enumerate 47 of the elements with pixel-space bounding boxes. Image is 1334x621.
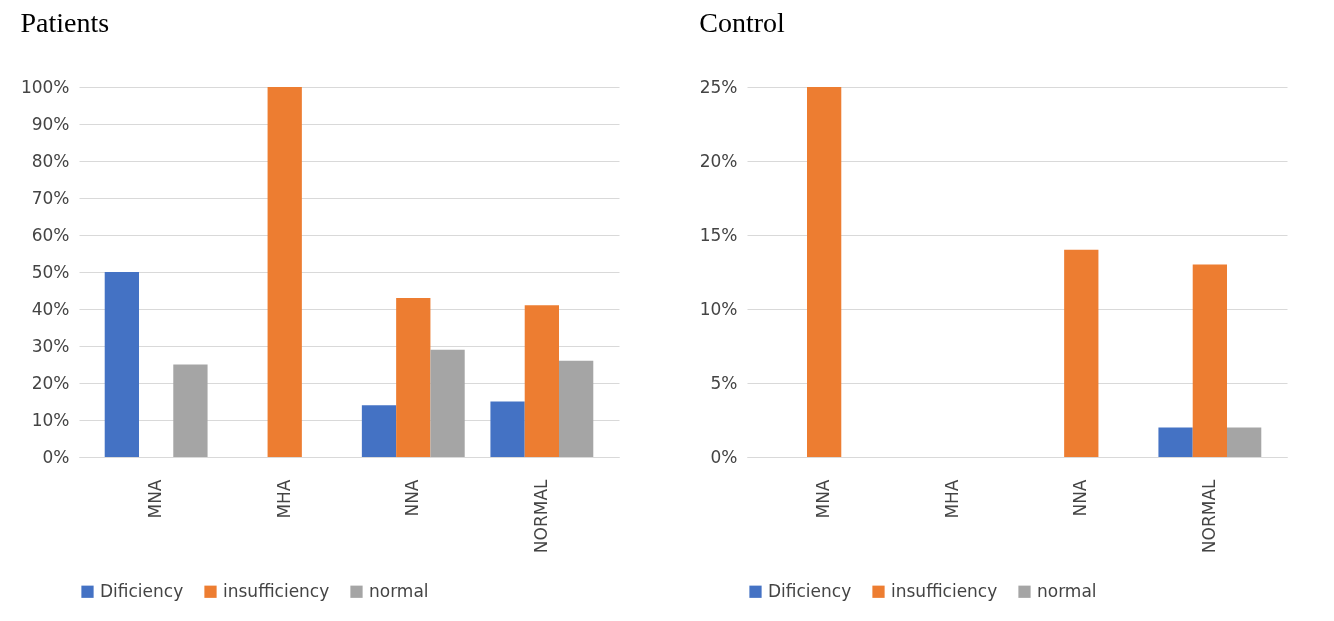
legend-label: normal [1037,580,1097,601]
x-tick-label: NNA [1070,479,1091,517]
bar [361,405,397,457]
legend-label: Dificiency [768,580,852,601]
y-tick-label: 80% [31,150,70,171]
bar [807,87,842,457]
y-tick-label: 0% [42,446,70,467]
x-tick-label: MHA [941,479,962,519]
x-tick-label: MNA [145,479,166,519]
y-tick-label: 50% [31,261,70,282]
x-tick-label: MNA [813,479,834,519]
y-tick-label: 10% [699,298,738,319]
y-tick-label: 25% [699,76,738,97]
chart-title: Patients [20,7,110,38]
bar [490,401,525,457]
bar [524,305,559,457]
y-tick-label: 70% [31,187,70,208]
bar [267,87,302,457]
y-tick-label: 10% [31,409,70,430]
y-tick-label: 90% [31,113,70,134]
y-tick-label: 20% [699,150,738,171]
bar [559,360,594,457]
x-tick-label: NORMAL [1198,478,1219,554]
bar [104,272,139,457]
y-tick-label: 60% [31,224,70,245]
y-tick-label: 40% [31,298,70,319]
legend-label: insufficiency [891,580,998,601]
legend-label: Dificiency [100,580,184,601]
x-tick-label: MHA [273,479,294,519]
bar [1158,427,1193,457]
y-tick-label: 30% [31,335,70,356]
bar [430,349,465,457]
y-tick-label: 15% [699,224,738,245]
bar [1064,249,1099,457]
bar [1227,427,1262,457]
bar [396,297,431,457]
y-tick-label: 20% [31,372,70,393]
legend-label: normal [369,580,429,601]
y-tick-label: 0% [710,446,738,467]
chart-title: Control [699,7,785,38]
y-tick-label: 5% [710,372,738,393]
x-tick-label: NNA [402,479,423,517]
bar [1192,264,1227,457]
x-tick-label: NORMAL [530,478,551,554]
y-tick-label: 100% [20,76,70,97]
legend-label: insufficiency [223,580,330,601]
bar [173,364,208,457]
